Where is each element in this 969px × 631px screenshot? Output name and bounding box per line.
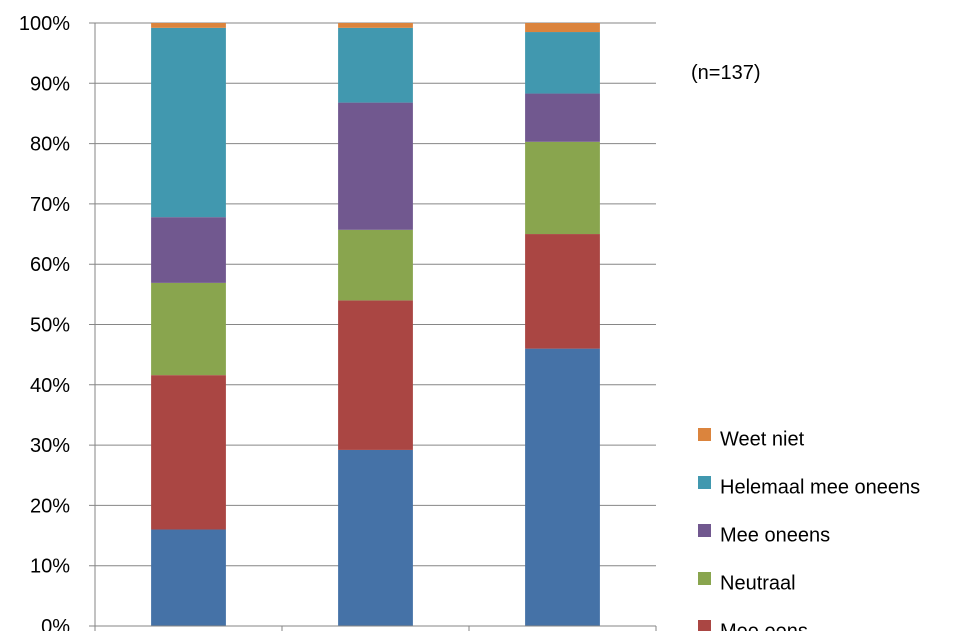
legend: Weet niet Helemaal mee oneens Mee oneens Ne…	[698, 428, 920, 631]
bar-segment	[525, 32, 600, 94]
bar-segment	[151, 23, 226, 28]
y-tick-label: 40%	[30, 375, 70, 397]
legend-swatch	[698, 620, 711, 631]
legend-swatch	[698, 476, 711, 489]
legend-swatch	[698, 428, 711, 441]
y-tick-label: 70%	[30, 194, 70, 216]
legend-label: Helemaal mee oneens	[720, 476, 920, 498]
legend-swatch	[698, 524, 711, 537]
y-tick-labels: 0% 10% 20% 30% 40% 50% 60% 70% 80% 90% 100%	[19, 13, 70, 631]
legend-label: Weet niet	[720, 428, 805, 450]
legend-label: Mee oneens	[720, 524, 830, 546]
bar-stacks	[151, 23, 600, 626]
legend-label: Neutraal	[720, 572, 796, 594]
bar-segment	[525, 141, 600, 235]
bar-segment	[151, 529, 226, 626]
bar-segment	[338, 449, 413, 626]
y-tick-label: 50%	[30, 315, 70, 337]
bar-segment	[525, 93, 600, 142]
y-tick-label: 20%	[30, 495, 70, 517]
y-tick-label: 10%	[30, 556, 70, 578]
y-tick-label: 60%	[30, 254, 70, 276]
bar-segment	[151, 375, 226, 530]
bar-segment	[525, 23, 600, 33]
y-tick-label: 90%	[30, 73, 70, 95]
bar-segment	[338, 27, 413, 103]
bar-segment	[338, 102, 413, 230]
legend-swatch	[698, 572, 711, 585]
axes	[94, 23, 657, 631]
bar-segment	[525, 234, 600, 349]
bar-segment	[338, 229, 413, 301]
y-tick-label: 0%	[41, 616, 70, 631]
bar-segment	[525, 348, 600, 626]
bar-segment	[151, 282, 226, 376]
legend-label: Mee eens	[720, 620, 808, 631]
bar-segment	[338, 23, 413, 28]
y-tick-label: 100%	[19, 13, 70, 35]
y-tick-label: 30%	[30, 435, 70, 457]
sample-size-annotation: (n=137)	[691, 62, 761, 84]
y-tick-label: 80%	[30, 134, 70, 156]
bar-segment	[151, 217, 226, 283]
bar-segment	[151, 27, 226, 218]
bar-segment	[338, 300, 413, 450]
